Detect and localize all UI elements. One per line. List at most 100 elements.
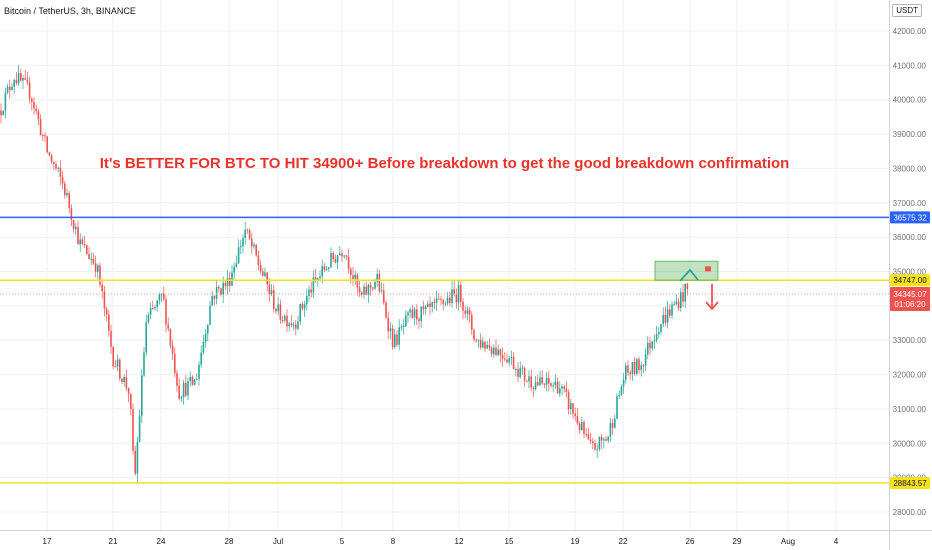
candle-body xyxy=(541,377,543,384)
candle-body xyxy=(50,155,53,162)
chart-annotation: It's BETTER FOR BTC TO HIT 34900+ Before… xyxy=(99,155,790,172)
candle-body xyxy=(275,308,277,312)
candle-body xyxy=(134,450,136,474)
candle-body xyxy=(130,393,132,409)
candle-body xyxy=(125,376,128,389)
candle-body xyxy=(515,368,517,370)
y-tick-label: 39000.00 xyxy=(893,130,927,139)
candle-body xyxy=(242,237,244,247)
candle-body xyxy=(301,303,304,309)
candle-body xyxy=(647,342,649,355)
candle-body xyxy=(631,361,634,375)
level-label-bg xyxy=(890,274,930,287)
candle-body xyxy=(231,272,233,286)
candle-body xyxy=(614,418,616,428)
candle-body xyxy=(119,359,121,379)
level-label: 34747.00 xyxy=(893,276,927,285)
candle-body xyxy=(48,152,51,156)
candle-body xyxy=(64,183,66,196)
candle-body xyxy=(534,382,537,389)
x-tick-label: 21 xyxy=(109,537,118,546)
x-tick-label: 22 xyxy=(619,537,628,546)
candle-body xyxy=(354,274,356,279)
candle-body xyxy=(187,380,189,396)
candle-body xyxy=(224,282,227,286)
candle-body xyxy=(660,324,662,332)
candle-body xyxy=(169,328,172,346)
candle-body xyxy=(70,208,73,220)
candle-body xyxy=(600,436,603,441)
currency-badge[interactable]: USDT xyxy=(892,4,922,17)
candle-body xyxy=(677,301,680,309)
candle-body xyxy=(220,288,222,295)
candle-body xyxy=(616,396,618,419)
candle-body xyxy=(466,309,469,314)
candle-body xyxy=(86,245,88,254)
candle-body xyxy=(352,275,354,279)
candle-body xyxy=(240,246,242,248)
candle-body xyxy=(378,273,381,291)
candle-body xyxy=(262,271,264,276)
candle-body xyxy=(207,324,209,334)
candle-body xyxy=(323,266,326,271)
candle-body xyxy=(229,278,231,286)
candle-body xyxy=(233,266,235,273)
target-marker xyxy=(705,266,711,272)
candle-body xyxy=(669,309,671,316)
candle-body xyxy=(658,331,660,335)
candle-body xyxy=(598,436,601,450)
candle-body xyxy=(596,449,598,451)
candle-body xyxy=(281,320,284,322)
candle-body xyxy=(374,281,376,289)
candle-body xyxy=(603,439,605,441)
candle-body xyxy=(506,359,508,363)
candle-body xyxy=(411,309,414,318)
candle-body xyxy=(319,276,321,279)
candle-body xyxy=(160,293,163,295)
candle-body xyxy=(61,176,64,184)
candle-body xyxy=(92,258,95,264)
y-tick-label: 38000.00 xyxy=(893,164,927,173)
candle-body xyxy=(457,284,460,303)
candle-body xyxy=(446,297,449,304)
candle-body xyxy=(97,265,99,272)
candle-body xyxy=(462,301,464,311)
candle-body xyxy=(642,365,645,367)
candle-body xyxy=(35,108,37,112)
symbol-title: Bitcoin / TetherUS, 3h, BINANCE xyxy=(4,6,136,16)
candle-body xyxy=(361,292,363,295)
y-tick-label: 32000.00 xyxy=(893,371,927,380)
candle-body xyxy=(380,290,383,292)
candle-body xyxy=(523,367,526,381)
candle-body xyxy=(372,287,374,289)
candle-body xyxy=(279,304,282,321)
candle-body xyxy=(88,253,90,260)
candle-body xyxy=(200,352,202,365)
candle-body xyxy=(499,349,502,355)
candle-body xyxy=(592,441,594,444)
candle-body xyxy=(165,299,167,325)
candle-body xyxy=(303,304,306,309)
y-tick-label: 33000.00 xyxy=(893,336,927,345)
candle-body xyxy=(145,322,147,353)
candle-body xyxy=(433,302,436,304)
candle-body xyxy=(26,79,29,83)
candle-body xyxy=(310,289,312,293)
candle-body xyxy=(369,284,372,288)
y-tick-label: 37000.00 xyxy=(893,199,927,208)
candle-body xyxy=(44,135,46,137)
down-arrow-icon xyxy=(705,301,719,311)
candle-body xyxy=(638,359,640,371)
candle-body xyxy=(213,295,216,299)
candle-body xyxy=(636,359,638,374)
candle-body xyxy=(622,379,625,387)
candle-body xyxy=(350,268,352,276)
candle-body xyxy=(673,303,675,305)
candle-body xyxy=(81,239,84,245)
candle-body xyxy=(429,303,431,307)
candle-body xyxy=(334,259,337,263)
candle-body xyxy=(136,442,139,474)
candle-body xyxy=(209,305,211,325)
candle-body xyxy=(539,377,541,386)
